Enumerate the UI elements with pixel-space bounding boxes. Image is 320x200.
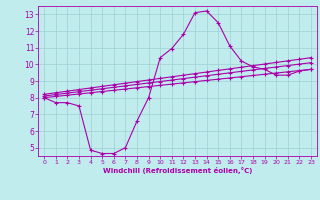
- X-axis label: Windchill (Refroidissement éolien,°C): Windchill (Refroidissement éolien,°C): [103, 167, 252, 174]
